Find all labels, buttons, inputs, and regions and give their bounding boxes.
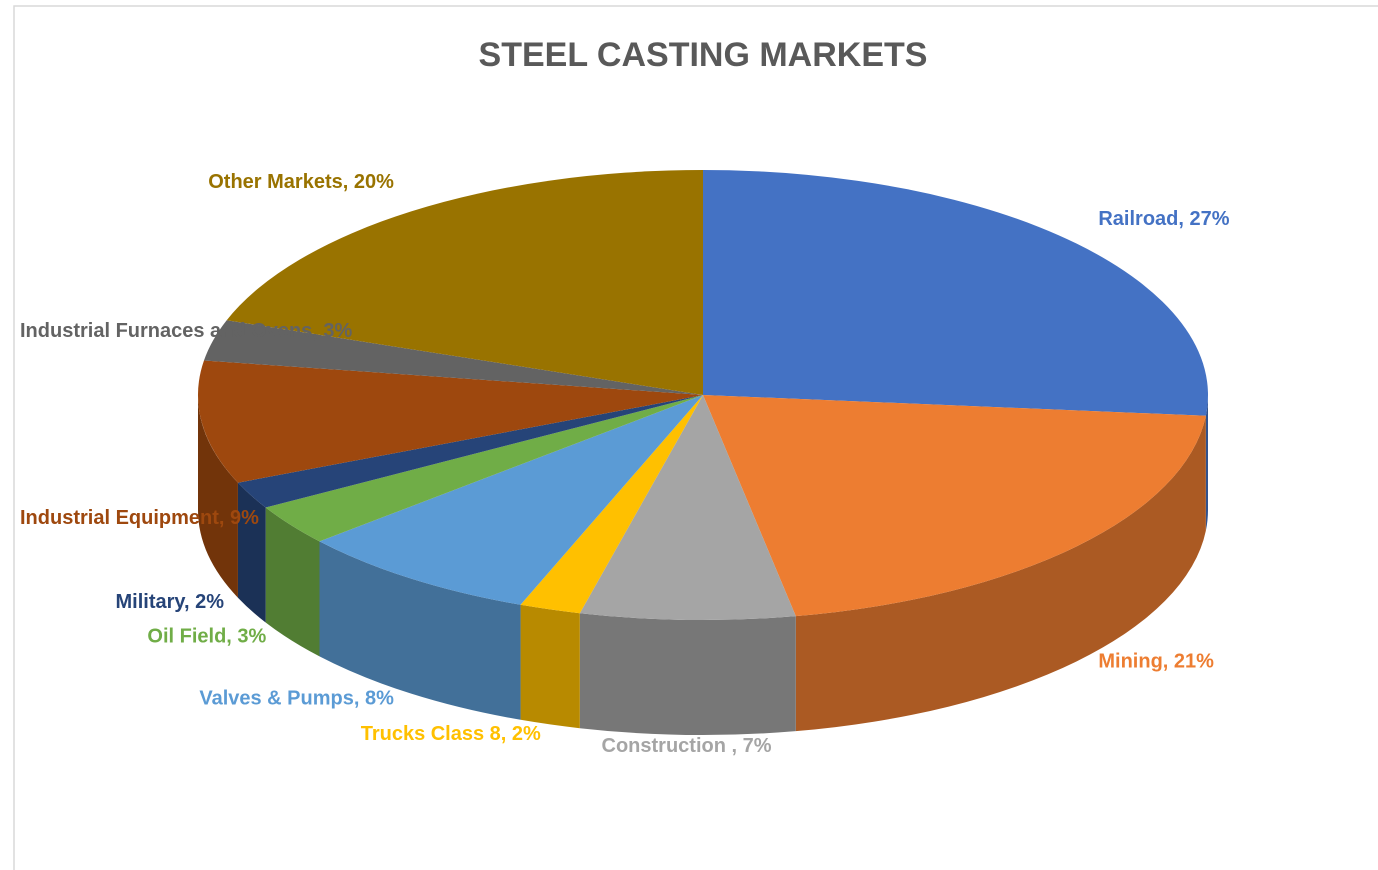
- slice-side: [795, 415, 1206, 732]
- slice: [579, 395, 796, 620]
- slice: [237, 395, 703, 508]
- slice-side: [579, 613, 796, 735]
- slice: [203, 320, 703, 395]
- data-label: Industrial Equipment, 9%: [20, 507, 259, 529]
- slice-side: [1205, 395, 1208, 531]
- data-label: Industrial Furnaces and Ovens, 3%: [20, 320, 353, 342]
- slice: [319, 395, 703, 605]
- slice-side: [319, 541, 521, 720]
- slice: [198, 360, 704, 483]
- data-label: Military, 2%: [116, 591, 225, 613]
- slice: [226, 170, 703, 395]
- slice-side: [520, 604, 580, 729]
- data-label: Oil Field, 3%: [147, 626, 266, 648]
- slice: [265, 395, 703, 542]
- data-label: Trucks Class 8, 2%: [361, 723, 541, 745]
- data-label: Other Markets, 20%: [208, 171, 394, 193]
- data-label: Railroad, 27%: [1098, 208, 1229, 230]
- chart-title: STEEL CASTING MARKETS: [479, 36, 928, 74]
- data-label: Mining, 21%: [1098, 650, 1214, 672]
- slice: [520, 395, 703, 614]
- slice-side: [265, 507, 320, 657]
- slice-side: [198, 395, 238, 598]
- slice-side: [237, 482, 266, 623]
- data-label: Construction , 7%: [602, 735, 772, 757]
- slice: [703, 395, 1206, 617]
- slice: [703, 170, 1208, 416]
- data-label: Valves & Pumps, 8%: [199, 687, 394, 709]
